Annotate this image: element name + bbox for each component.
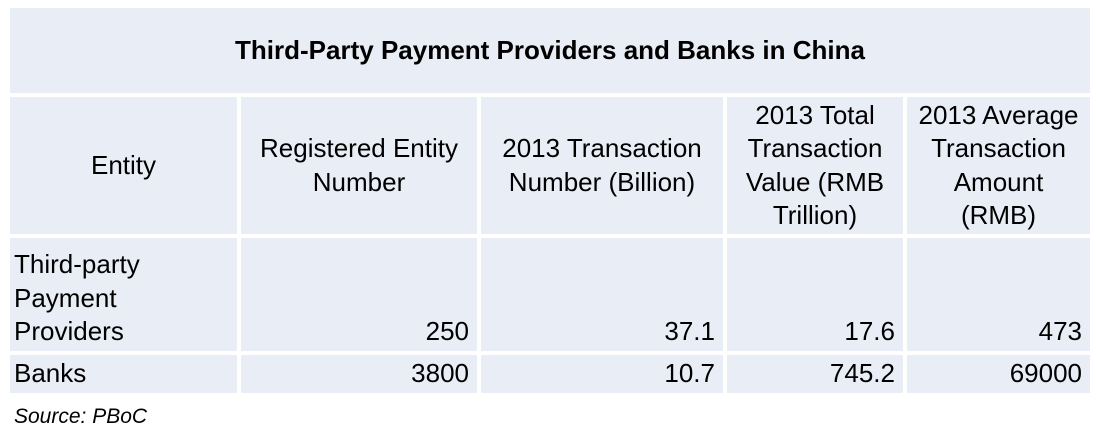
cell-banks-total-transaction-value: 745.2: [727, 355, 903, 394]
table-title-row: Third-Party Payment Providers and Banks …: [10, 8, 1091, 93]
column-header-2013-average-transaction-amount: 2013 Average Transaction Amount (RMB): [907, 97, 1091, 235]
cell-banks-average-transaction-amount: 69000: [907, 355, 1091, 394]
table-row-third-party-providers: Third-party Payment Providers 250 37.1 1…: [10, 238, 1091, 352]
column-header-entity: Entity: [10, 97, 237, 235]
cell-third-party-average-transaction-amount: 473: [907, 238, 1091, 352]
cell-entity-banks: Banks: [10, 355, 237, 394]
table-header-row: Entity Registered Entity Number 2013 Tra…: [10, 97, 1091, 235]
data-table: Third-Party Payment Providers and Banks …: [6, 4, 1094, 397]
table-title: Third-Party Payment Providers and Banks …: [10, 8, 1091, 93]
source-note: Source: PBoC: [14, 405, 148, 429]
cell-third-party-registered-entity-number: 250: [241, 238, 477, 352]
column-header-registered-entity-number: Registered Entity Number: [241, 97, 477, 235]
column-header-2013-total-transaction-value: 2013 Total Transaction Value (RMB Trilli…: [727, 97, 903, 235]
cell-banks-registered-entity-number: 3800: [241, 355, 477, 394]
column-header-2013-transaction-number: 2013 Transaction Number (Billion): [481, 97, 723, 235]
cell-entity-third-party-providers: Third-party Payment Providers: [10, 238, 237, 352]
table-row-banks: Banks 3800 10.7 745.2 69000: [10, 355, 1091, 394]
cell-third-party-total-transaction-value: 17.6: [727, 238, 903, 352]
cell-third-party-transaction-number: 37.1: [481, 238, 723, 352]
cell-banks-transaction-number: 10.7: [481, 355, 723, 394]
